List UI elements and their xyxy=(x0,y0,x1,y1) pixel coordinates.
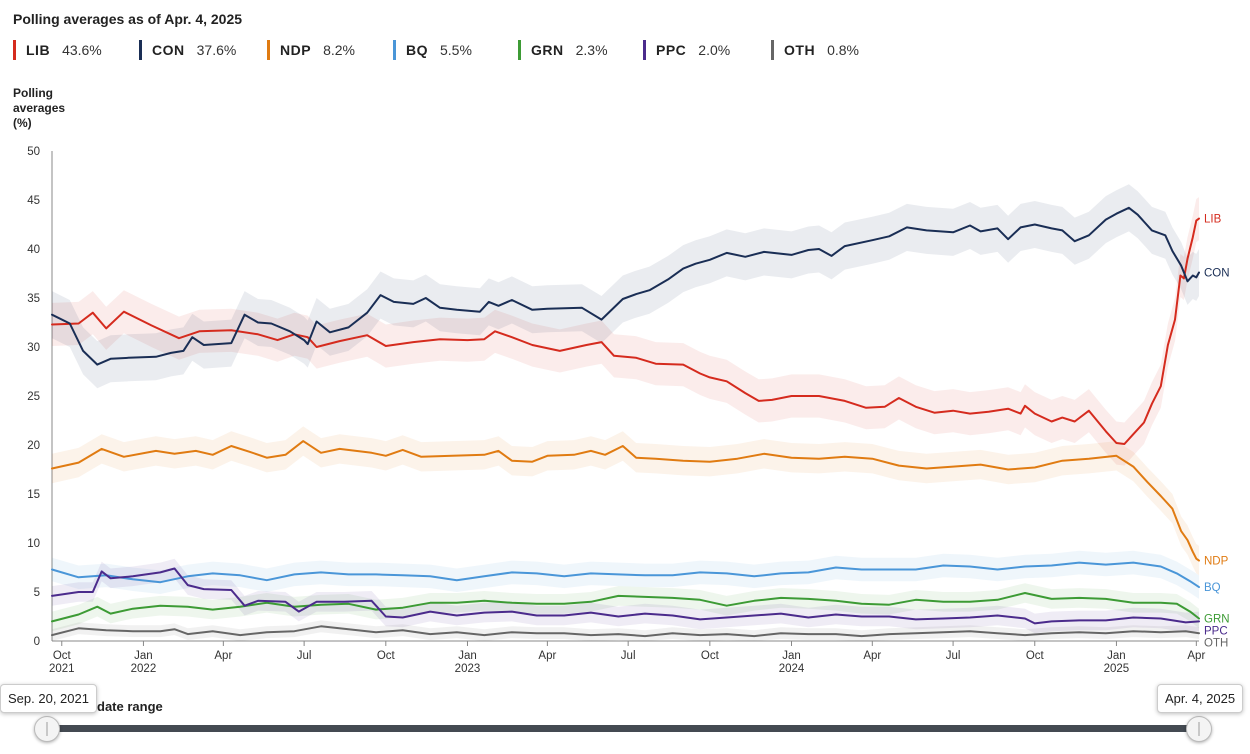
y-axis-label: Polling averages (%) xyxy=(13,86,66,130)
x-tick-label: Jan xyxy=(1107,650,1126,662)
legend-swatch xyxy=(139,40,142,60)
legend-name: PPC xyxy=(656,42,687,58)
legend-swatch xyxy=(518,40,521,60)
legend-item-con: CON 37.6% xyxy=(139,40,267,60)
y-tick-label: 0 xyxy=(34,636,40,648)
range-start-tooltip: Sep. 20, 2021 xyxy=(0,684,97,713)
legend-swatch xyxy=(643,40,646,60)
legend-name: LIB xyxy=(26,42,51,58)
x-tick-label: Apr xyxy=(538,650,556,662)
confidence-band-ndp xyxy=(52,426,1199,576)
y-tick-label: 35 xyxy=(27,293,40,305)
range-start-handle[interactable] xyxy=(34,716,60,742)
series-line-lib xyxy=(51,217,1200,445)
series-line-ndp xyxy=(51,440,1200,562)
x-tick-label: Jul xyxy=(297,650,312,662)
range-end-handle[interactable] xyxy=(1186,716,1212,742)
x-tick-label: Jul xyxy=(621,650,636,662)
x-tick-label: Oct xyxy=(1026,650,1045,662)
confidence-band-lib xyxy=(52,197,1199,466)
legend-item-oth: OTH 0.8% xyxy=(771,40,881,60)
end-label-con: CON xyxy=(1204,268,1230,280)
legend-item-bq: BQ 5.5% xyxy=(393,40,518,60)
x-tick-label: Jan xyxy=(134,650,153,662)
legend-value: 2.0% xyxy=(698,42,731,58)
legend-swatch xyxy=(267,40,270,60)
x-tick-label: Apr xyxy=(863,650,881,662)
confidence-band-ppc xyxy=(52,558,1199,634)
end-label-grn: GRN xyxy=(1204,613,1230,625)
legend-item-grn: GRN 2.3% xyxy=(518,40,643,60)
legend-item-ppc: PPC 2.0% xyxy=(643,40,771,60)
y-tick-label: 40 xyxy=(27,244,40,256)
legend-value: 8.2% xyxy=(323,42,355,58)
legend-item-ndp: NDP 8.2% xyxy=(267,40,393,60)
end-label-ppc: PPC xyxy=(1204,625,1228,637)
x-tick-label: Jul xyxy=(946,650,961,662)
x-tick-year: 2024 xyxy=(779,663,805,675)
x-tick-label: Apr xyxy=(214,650,232,662)
legend-value: 0.8% xyxy=(827,42,859,58)
series-line-bq xyxy=(51,561,1200,589)
y-tick-label: 45 xyxy=(27,195,40,207)
x-tick-label: Apr xyxy=(1187,650,1205,662)
confidence-band-grn xyxy=(52,583,1199,632)
x-tick-year: 2021 xyxy=(49,663,75,675)
confidence-band-oth xyxy=(52,620,1199,641)
x-tick-year: 2022 xyxy=(131,663,157,675)
x-tick-year: 2023 xyxy=(455,663,481,675)
y-tick-label: 15 xyxy=(27,489,40,501)
legend-name: BQ xyxy=(406,42,428,58)
x-tick-year: 2025 xyxy=(1104,663,1130,675)
legend-name: OTH xyxy=(784,42,816,58)
series-line-con xyxy=(51,206,1200,366)
date-range-track[interactable] xyxy=(58,725,1198,732)
legend-name: CON xyxy=(152,42,185,58)
x-tick-label: Oct xyxy=(53,650,72,662)
date-range-label: date range xyxy=(97,699,163,714)
x-tick-label: Oct xyxy=(377,650,396,662)
series-line-grn xyxy=(51,592,1200,623)
range-end-tooltip: Apr. 4, 2025 xyxy=(1157,684,1244,713)
legend: LIB 43.6% CON 37.6% NDP 8.2% BQ 5.5% GRN 2.3% PPC 2… xyxy=(13,40,881,60)
y-tick-label: 25 xyxy=(27,391,40,403)
y-tick-label: 50 xyxy=(27,146,40,158)
y-tick-label: 30 xyxy=(27,342,40,354)
x-tick-label: Jan xyxy=(458,650,477,662)
legend-value: 5.5% xyxy=(440,42,472,58)
x-tick-label: Oct xyxy=(701,650,720,662)
x-tick-label: Jan xyxy=(782,650,801,662)
legend-value: 37.6% xyxy=(196,42,237,58)
legend-swatch xyxy=(13,40,16,60)
confidence-band-con xyxy=(52,184,1199,389)
series-line-oth xyxy=(51,625,1200,638)
series-line-ppc xyxy=(51,567,1200,625)
legend-item-lib: LIB 43.6% xyxy=(13,40,139,60)
end-label-oth: OTH xyxy=(1204,637,1228,649)
legend-name: GRN xyxy=(531,42,564,58)
chart-title: Polling averages as of Apr. 4, 2025 xyxy=(13,11,243,27)
end-label-bq: BQ xyxy=(1204,582,1221,594)
legend-name: NDP xyxy=(280,42,312,58)
y-tick-label: 10 xyxy=(27,538,40,550)
end-label-lib: LIB xyxy=(1204,214,1222,226)
y-tick-label: 20 xyxy=(27,440,40,452)
legend-swatch xyxy=(771,40,774,60)
legend-swatch xyxy=(393,40,396,60)
legend-value: 2.3% xyxy=(575,42,608,58)
y-tick-label: 5 xyxy=(34,587,40,599)
end-label-ndp: NDP xyxy=(1204,556,1229,568)
legend-value: 43.6% xyxy=(62,42,102,58)
